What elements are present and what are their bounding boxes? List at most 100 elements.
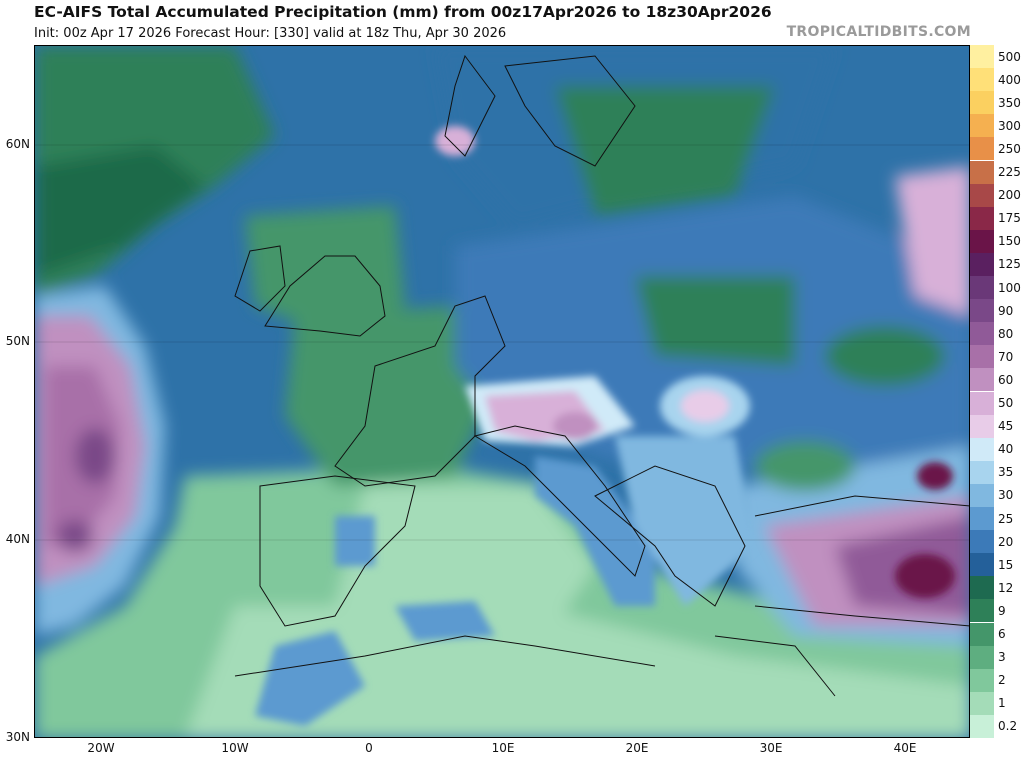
colorbar-label: 300 bbox=[998, 118, 1021, 133]
colorbar-level: 9 bbox=[970, 599, 1024, 623]
colorbar-swatch bbox=[970, 668, 994, 692]
alps-max bbox=[553, 412, 597, 440]
colorbar-level: 25 bbox=[970, 507, 1024, 531]
colorbar-label: 175 bbox=[998, 211, 1021, 226]
colorbar-swatch bbox=[970, 599, 994, 623]
colorbar-label: 15 bbox=[998, 557, 1014, 572]
sahara-light bbox=[185, 606, 969, 737]
colorbar-label: 25 bbox=[998, 511, 1014, 526]
colorbar-label: 500 bbox=[998, 49, 1021, 64]
colorbar-swatch bbox=[970, 252, 994, 276]
colorbar-level: 400 bbox=[970, 68, 1024, 92]
colorbar-label: 200 bbox=[998, 188, 1021, 203]
colorbar-swatch bbox=[970, 391, 994, 415]
lon-label-10e: 10E bbox=[491, 741, 515, 755]
colorbar-swatch bbox=[970, 576, 994, 600]
colorbar-level: 225 bbox=[970, 160, 1024, 184]
colorbar-level: 60 bbox=[970, 368, 1024, 392]
italy-blue bbox=[535, 456, 655, 606]
colorbar-level: 80 bbox=[970, 322, 1024, 346]
colorbar-swatch bbox=[970, 160, 994, 184]
colorbar-swatch bbox=[970, 507, 994, 531]
colorbar-label: 12 bbox=[998, 580, 1014, 595]
colorbar-label: 35 bbox=[998, 465, 1014, 480]
hungary-pink bbox=[681, 390, 729, 422]
colorbar-level: 12 bbox=[970, 576, 1024, 600]
colorbar-swatch bbox=[970, 645, 994, 669]
colorbar-level: 40 bbox=[970, 437, 1024, 461]
colorbar-level: 45 bbox=[970, 414, 1024, 438]
colorbar-swatch bbox=[970, 206, 994, 230]
map-subtitle: Init: 00z Apr 17 2026 Forecast Hour: [33… bbox=[34, 26, 507, 41]
colorbar-swatch bbox=[970, 276, 994, 300]
turkey-caucasus-max bbox=[895, 554, 955, 598]
colorbar-swatch bbox=[970, 114, 994, 138]
colorbar-level: 70 bbox=[970, 345, 1024, 369]
lat-label-40n: 40N bbox=[5, 532, 30, 546]
colorbar-level: 90 bbox=[970, 299, 1024, 323]
colorbar-label: 350 bbox=[998, 95, 1021, 110]
colorbar-label: 30 bbox=[998, 488, 1014, 503]
colorbar-label: 100 bbox=[998, 280, 1021, 295]
colorbar-swatch bbox=[970, 91, 994, 115]
colorbar-swatch bbox=[970, 368, 994, 392]
lon-label-0: 0 bbox=[365, 741, 373, 755]
colorbar-level: 350 bbox=[970, 91, 1024, 115]
colorbar-level: 300 bbox=[970, 114, 1024, 138]
colorbar-label: 45 bbox=[998, 419, 1014, 434]
algeria-blue bbox=[395, 601, 495, 641]
colorbar-label: 9 bbox=[998, 603, 1006, 618]
colorbar-label: 70 bbox=[998, 349, 1014, 364]
colorbar: 500 400 350 300 250 225 200 175 150 125 100 90 80 70 6… bbox=[970, 45, 1024, 738]
colorbar-swatch bbox=[970, 691, 994, 715]
colorbar-level: 1 bbox=[970, 691, 1024, 715]
colorbar-swatch bbox=[970, 530, 994, 554]
poland-green bbox=[635, 276, 795, 366]
colorbar-level: 250 bbox=[970, 137, 1024, 161]
lon-label-40e: 40E bbox=[893, 741, 917, 755]
balkans-blue bbox=[615, 436, 755, 606]
colorbar-level: 20 bbox=[970, 530, 1024, 554]
coastlines bbox=[234, 54, 969, 697]
atlantic-max bbox=[75, 428, 115, 484]
precipitation-map[interactable] bbox=[34, 45, 970, 738]
colorbar-label: 400 bbox=[998, 72, 1021, 87]
colorbar-label: 250 bbox=[998, 141, 1021, 156]
atlantic-max-south bbox=[57, 520, 93, 552]
colorbar-label: 225 bbox=[998, 165, 1021, 180]
colorbar-swatch bbox=[970, 68, 994, 92]
lon-label-10w: 10W bbox=[221, 741, 249, 755]
colorbar-swatch bbox=[970, 414, 994, 438]
colorbar-level: 500 bbox=[970, 45, 1024, 69]
map-title: EC-AIFS Total Accumulated Precipitation … bbox=[34, 3, 772, 21]
colorbar-label: 6 bbox=[998, 627, 1006, 642]
colorbar-level: 100 bbox=[970, 276, 1024, 300]
colorbar-level: 35 bbox=[970, 460, 1024, 484]
colorbar-level: 200 bbox=[970, 183, 1024, 207]
norway-pink bbox=[435, 126, 475, 156]
colorbar-level: 30 bbox=[970, 483, 1024, 507]
colorbar-label: 3 bbox=[998, 650, 1006, 665]
colorbar-label: 2 bbox=[998, 673, 1006, 688]
colorbar-swatch bbox=[970, 229, 994, 253]
colorbar-level: 3 bbox=[970, 645, 1024, 669]
baltic-green bbox=[555, 86, 775, 216]
colorbar-label: 150 bbox=[998, 234, 1021, 249]
colorbar-level: 2 bbox=[970, 668, 1024, 692]
colorbar-label: 0.2 bbox=[998, 719, 1018, 734]
black-sea-green bbox=[755, 441, 855, 491]
colorbar-swatch bbox=[970, 622, 994, 646]
france-green bbox=[285, 306, 495, 486]
colorbar-label: 1 bbox=[998, 696, 1006, 711]
lat-label-60n: 60N bbox=[5, 137, 30, 151]
colorbar-label: 60 bbox=[998, 372, 1014, 387]
colorbar-level: 6 bbox=[970, 622, 1024, 646]
colorbar-label: 20 bbox=[998, 534, 1014, 549]
colorbar-label: 90 bbox=[998, 303, 1014, 318]
lat-label-30n: 30N bbox=[5, 730, 30, 744]
uk-green bbox=[245, 206, 405, 336]
colorbar-swatch bbox=[970, 183, 994, 207]
colorbar-swatch bbox=[970, 460, 994, 484]
lat-label-50n: 50N bbox=[5, 334, 30, 348]
colorbar-swatch bbox=[970, 483, 994, 507]
